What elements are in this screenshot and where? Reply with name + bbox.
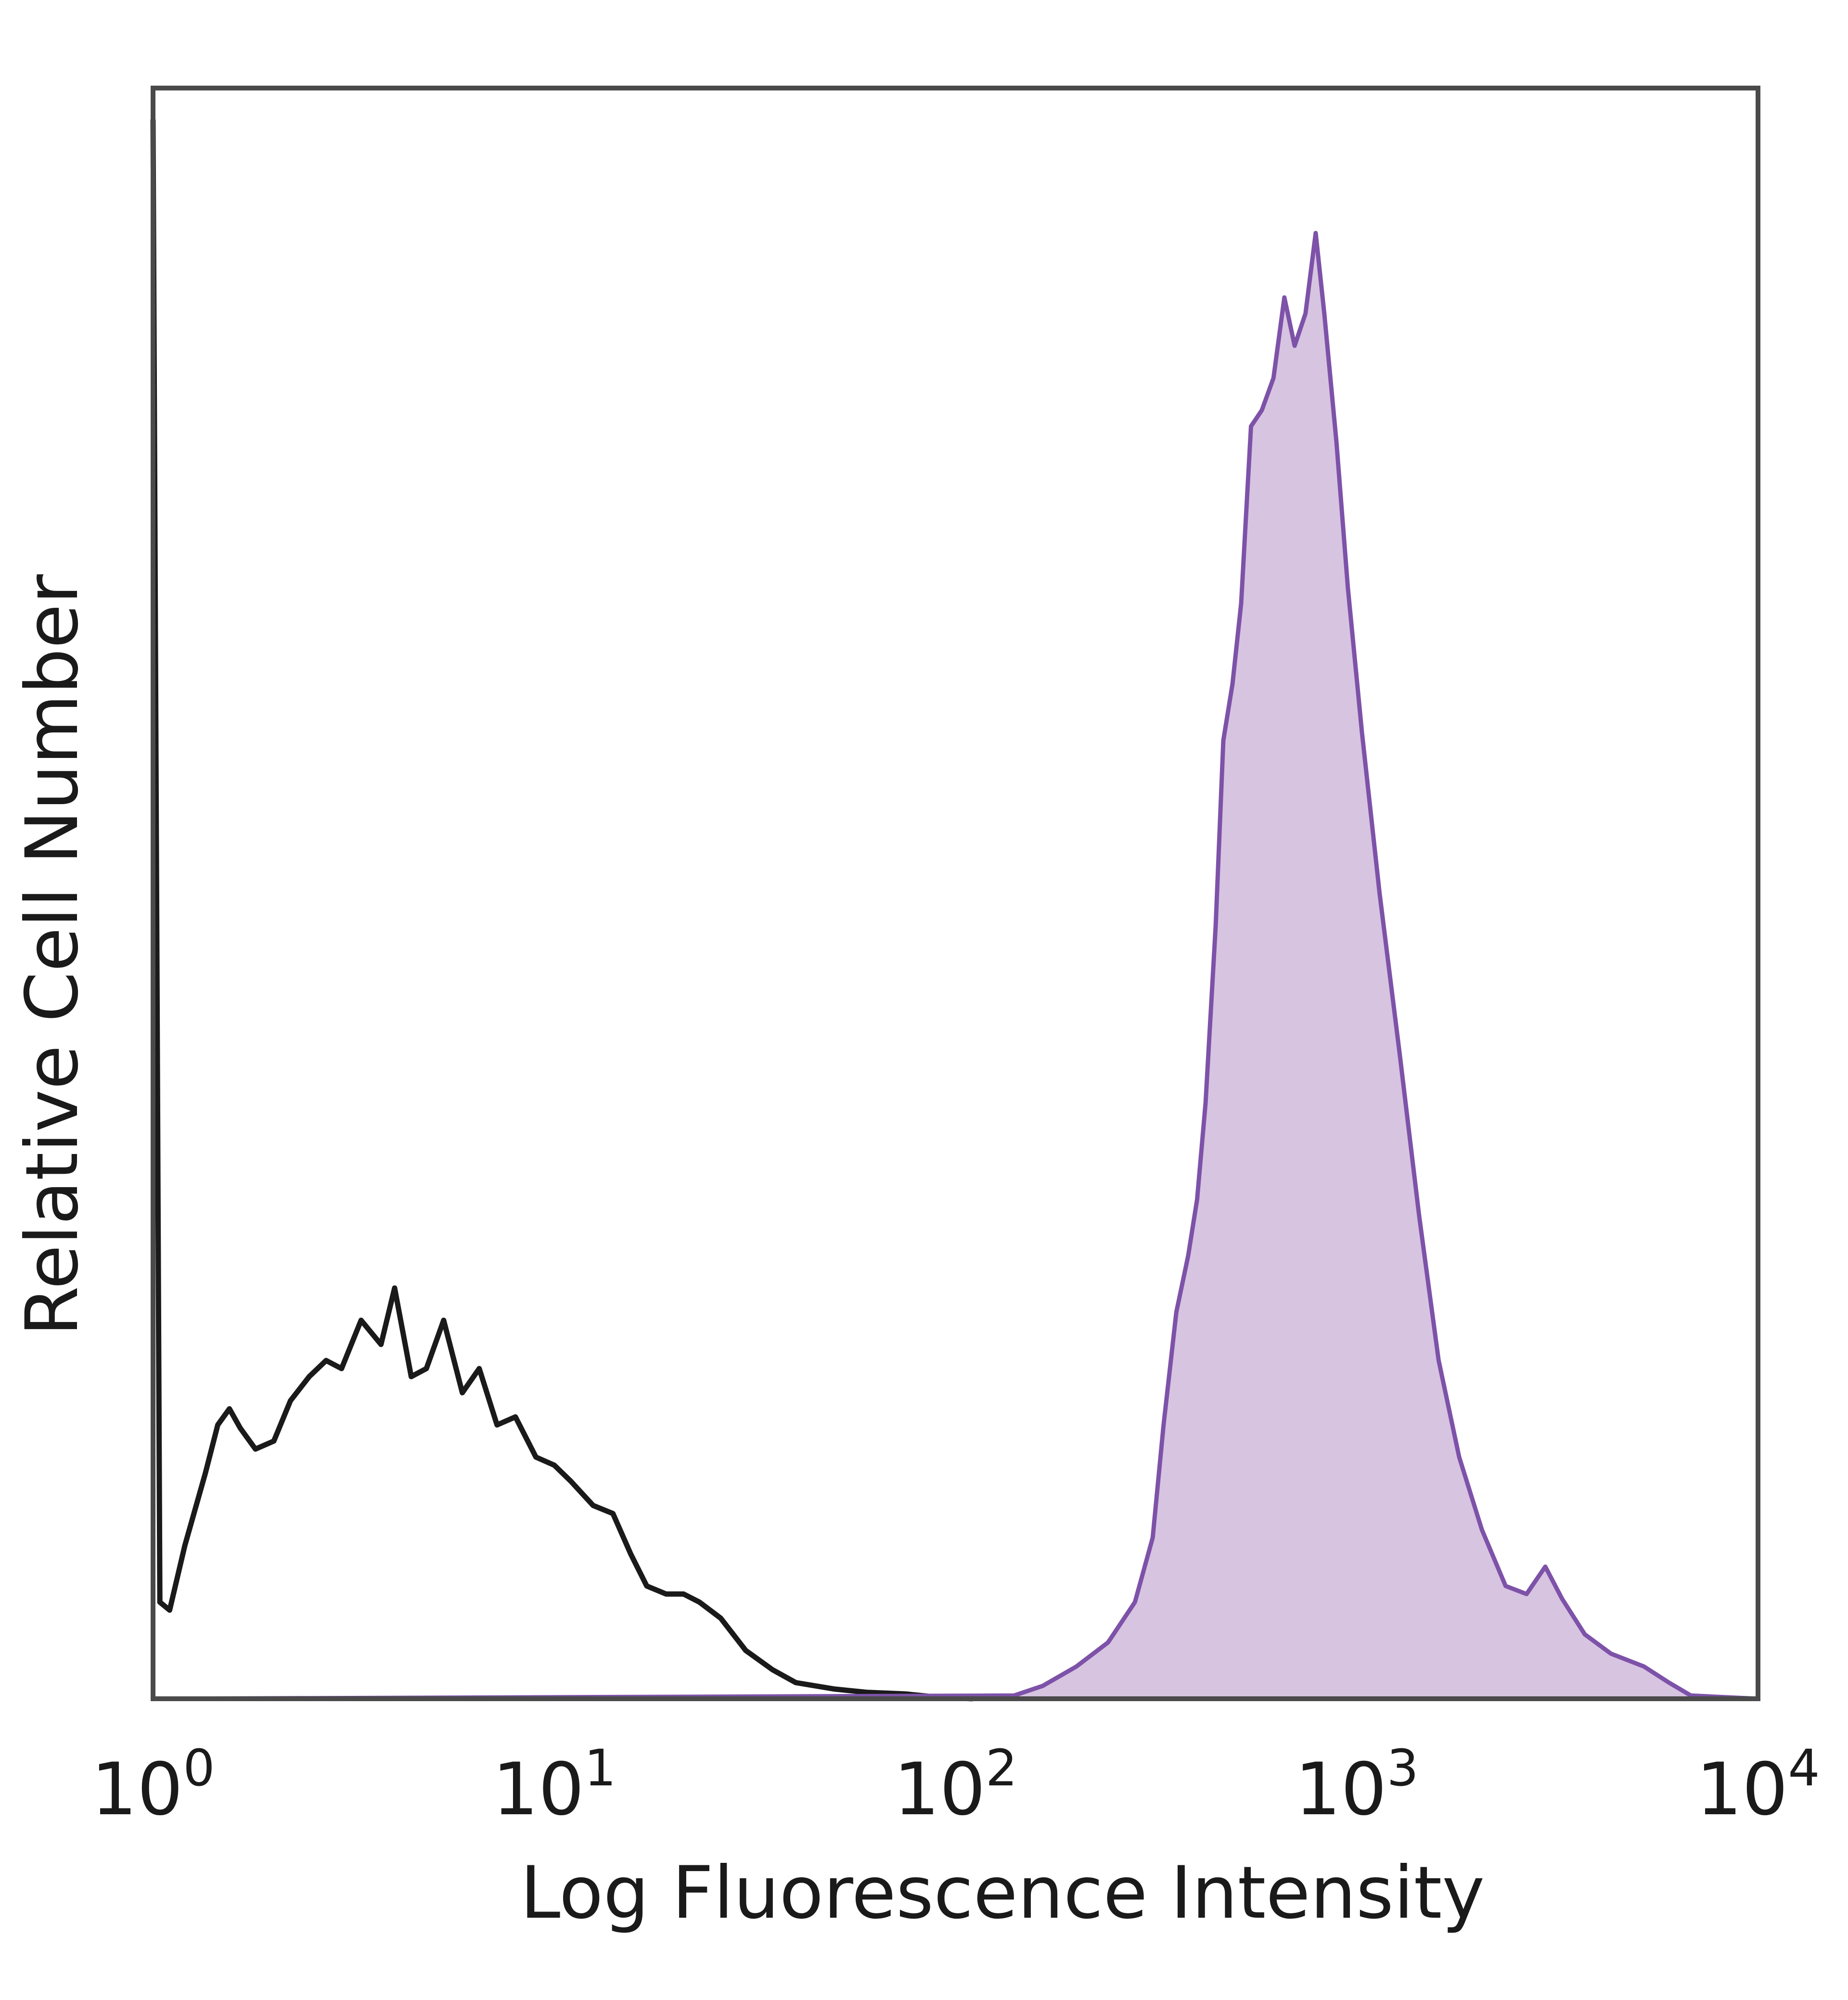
x-tick-label: 100 [91, 1739, 215, 1832]
x-tick-exponent: 2 [986, 1739, 1017, 1797]
series-2-line [151, 231, 1760, 1701]
axes-layer: 100 101 102 103 104 [91, 86, 1820, 1832]
x-tick-label: 102 [894, 1739, 1017, 1832]
labels-layer: Log Fluorescence Intensity Relative Cell… [11, 574, 1485, 1935]
plot-frame [151, 86, 1760, 1701]
x-tick-base: 10 [91, 1748, 183, 1832]
x-tick-label: 101 [492, 1739, 616, 1832]
x-tick-base: 10 [1696, 1748, 1788, 1832]
x-tick-exponent: 3 [1387, 1739, 1419, 1797]
x-tick-exponent: 0 [183, 1739, 215, 1797]
series-2-area [153, 233, 1758, 1699]
x-tick-label: 104 [1696, 1739, 1820, 1832]
y-axis-label: Relative Cell Number [11, 574, 94, 1336]
x-tick-exponent: 1 [584, 1739, 616, 1797]
x-tick-base: 10 [1295, 1748, 1387, 1832]
x-tick-base: 10 [894, 1748, 986, 1832]
x-tick-base: 10 [492, 1748, 584, 1832]
series-1-line [150, 117, 975, 1702]
x-axis-label: Log Fluorescence Intensity [520, 1851, 1485, 1935]
x-tick-exponent: 4 [1788, 1739, 1820, 1797]
plot-layer [150, 117, 1760, 1702]
x-tick-label: 103 [1295, 1739, 1419, 1832]
